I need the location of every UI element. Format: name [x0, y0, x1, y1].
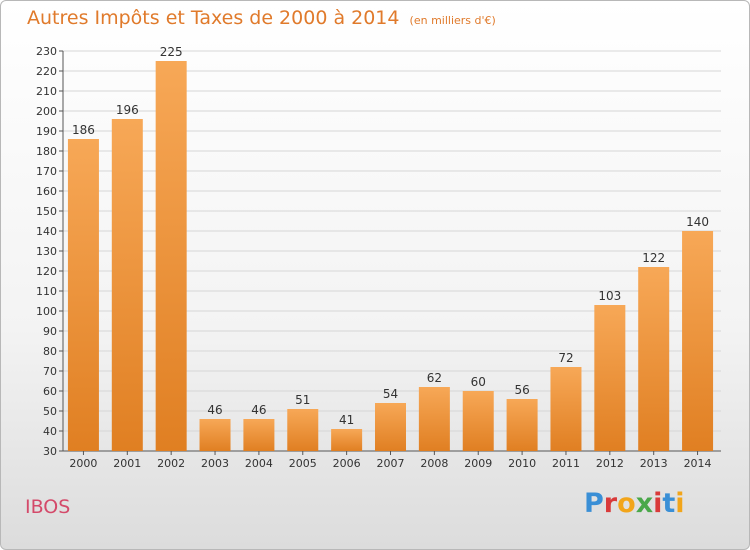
x-tick-label: 2010: [508, 457, 536, 470]
y-tick-label: 50: [43, 405, 57, 418]
bar-2009: [462, 391, 494, 451]
y-tick-label: 230: [36, 45, 57, 58]
labels: 30 40 50 60 70 80 90 100 110 120 130 140 150 160 170 18…: [36, 45, 712, 470]
proxiti-logo-letter: r: [603, 488, 618, 519]
proxiti-logo-letter: x: [635, 488, 654, 519]
y-tick-label: 30: [43, 445, 57, 458]
bar-2004: [243, 419, 275, 451]
y-tick-label: 80: [43, 345, 57, 358]
proxiti-logo-letter: t: [662, 488, 676, 519]
x-tick-label: 2004: [245, 457, 273, 470]
x-tick-label: 2003: [201, 457, 229, 470]
x-tick-label: 2002: [157, 457, 185, 470]
chart-title-text: Autres Impôts et Taxes de 2000 à 2014: [27, 7, 400, 29]
data-label: 56: [514, 383, 529, 397]
bar-2013: [638, 267, 670, 451]
y-tick-label: 40: [43, 425, 57, 438]
data-label: 60: [471, 375, 486, 389]
data-label: 103: [598, 289, 621, 303]
bar-2001: [111, 119, 143, 451]
proxiti-logo-letter: o: [617, 488, 636, 519]
proxiti-logo-letter: i: [653, 488, 663, 519]
data-label: 225: [160, 45, 183, 59]
bar-2012: [594, 305, 626, 451]
town-name: IBOS: [25, 496, 71, 518]
data-label: 122: [642, 251, 665, 265]
y-tick-label: 220: [36, 65, 57, 78]
y-tick-label: 100: [36, 305, 57, 318]
x-tick-label: 2007: [377, 457, 405, 470]
data-label: 46: [207, 403, 222, 417]
y-tick-label: 90: [43, 325, 57, 338]
y-tick-label: 210: [36, 85, 57, 98]
bar-2007: [375, 403, 406, 451]
proxiti-logo-letter: P: [584, 488, 604, 519]
bar-2014: [682, 231, 714, 451]
y-tick-label: 70: [43, 365, 57, 378]
x-tick-label: 2013: [640, 457, 668, 470]
y-tick-label: 190: [36, 125, 57, 138]
data-label: 41: [339, 413, 354, 427]
y-tick-label: 150: [36, 205, 57, 218]
chart-title: Autres Impôts et Taxes de 2000 à 2014 (e…: [27, 7, 496, 29]
bar-2011: [550, 367, 582, 451]
bar-2003: [199, 419, 231, 451]
y-tick-label: 180: [36, 145, 57, 158]
x-tick-label: 2001: [113, 457, 141, 470]
proxiti-logo-letter: i: [675, 488, 685, 519]
data-label: 46: [251, 403, 266, 417]
y-tick-label: 130: [36, 245, 57, 258]
x-tick-label: 2014: [684, 457, 712, 470]
y-tick-label: 140: [36, 225, 57, 238]
bar-2002: [155, 61, 187, 451]
bar-2000: [67, 139, 99, 451]
data-label: 140: [686, 215, 709, 229]
data-label: 51: [295, 393, 310, 407]
x-tick-label: 2012: [596, 457, 624, 470]
x-tick-label: 2008: [420, 457, 448, 470]
data-label: 54: [383, 387, 398, 401]
data-label: 72: [558, 351, 573, 365]
bar-2006: [331, 429, 363, 451]
bar-2008: [418, 387, 450, 451]
y-tick-label: 170: [36, 165, 57, 178]
proxiti-logo[interactable]: Proxiti: [584, 488, 685, 519]
x-tick-label: 2000: [69, 457, 97, 470]
data-label: 186: [72, 123, 95, 137]
y-tick-label: 120: [36, 265, 57, 278]
y-tick-label: 200: [36, 105, 57, 118]
bar-chart: 30 40 50 60 70 80 90 100 110 120 130 140 150 160 170 18…: [36, 45, 721, 470]
x-tick-label: 2005: [289, 457, 317, 470]
y-tick-label: 160: [36, 185, 57, 198]
y-tick-label: 60: [43, 385, 57, 398]
bar-2005: [287, 409, 319, 451]
x-tick-label: 2009: [464, 457, 492, 470]
bars: [67, 61, 714, 451]
x-tick-label: 2006: [333, 457, 361, 470]
data-label: 196: [116, 103, 139, 117]
x-tick-label: 2011: [552, 457, 580, 470]
y-tick-label: 110: [36, 285, 57, 298]
data-label: 62: [427, 371, 442, 385]
chart-subtitle: (en milliers d'€): [409, 14, 496, 27]
bar-2010: [506, 399, 538, 451]
